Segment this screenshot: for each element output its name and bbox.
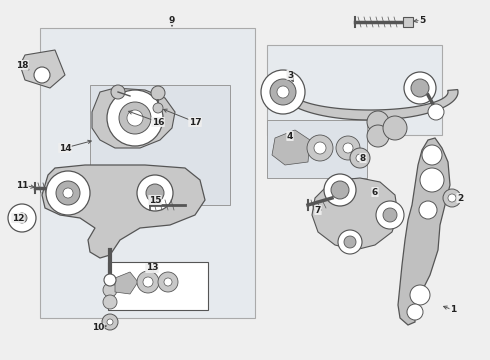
Circle shape bbox=[56, 181, 80, 205]
Polygon shape bbox=[398, 138, 450, 325]
Circle shape bbox=[428, 104, 444, 120]
Circle shape bbox=[324, 174, 356, 206]
Polygon shape bbox=[115, 272, 138, 294]
Circle shape bbox=[314, 142, 326, 154]
Circle shape bbox=[350, 148, 370, 168]
Text: 1: 1 bbox=[450, 306, 456, 315]
Circle shape bbox=[261, 70, 305, 114]
Text: 16: 16 bbox=[152, 117, 164, 126]
Text: 4: 4 bbox=[287, 131, 293, 140]
Polygon shape bbox=[312, 178, 398, 250]
Circle shape bbox=[344, 236, 356, 248]
Circle shape bbox=[46, 171, 90, 215]
Text: 7: 7 bbox=[315, 206, 321, 215]
Circle shape bbox=[407, 304, 423, 320]
Circle shape bbox=[8, 204, 36, 232]
Circle shape bbox=[420, 168, 444, 192]
Circle shape bbox=[34, 67, 50, 83]
Text: 12: 12 bbox=[12, 213, 24, 222]
Circle shape bbox=[383, 208, 397, 222]
Circle shape bbox=[367, 111, 389, 133]
Bar bbox=[267, 120, 367, 178]
Bar bbox=[40, 28, 255, 318]
Circle shape bbox=[107, 319, 113, 325]
Text: 18: 18 bbox=[16, 60, 28, 69]
Text: 9: 9 bbox=[169, 15, 175, 24]
Circle shape bbox=[367, 125, 389, 147]
Circle shape bbox=[151, 86, 165, 100]
Circle shape bbox=[356, 154, 364, 162]
Circle shape bbox=[143, 277, 153, 287]
Circle shape bbox=[443, 189, 461, 207]
Circle shape bbox=[102, 314, 118, 330]
Circle shape bbox=[111, 85, 125, 99]
Text: 11: 11 bbox=[16, 180, 28, 189]
Circle shape bbox=[107, 90, 163, 146]
Circle shape bbox=[63, 188, 73, 198]
Circle shape bbox=[376, 201, 404, 229]
Bar bbox=[108, 262, 208, 310]
Circle shape bbox=[104, 274, 116, 286]
Circle shape bbox=[137, 271, 159, 293]
Text: 14: 14 bbox=[59, 144, 72, 153]
Bar bbox=[90, 85, 230, 205]
Circle shape bbox=[419, 201, 437, 219]
Bar bbox=[68, 183, 78, 193]
Text: 2: 2 bbox=[457, 194, 463, 202]
Circle shape bbox=[158, 272, 178, 292]
Polygon shape bbox=[92, 88, 175, 148]
Circle shape bbox=[336, 136, 360, 160]
Circle shape bbox=[137, 175, 173, 211]
Circle shape bbox=[119, 102, 151, 134]
Circle shape bbox=[338, 230, 362, 254]
Circle shape bbox=[422, 145, 442, 165]
Circle shape bbox=[307, 135, 333, 161]
Circle shape bbox=[277, 86, 289, 98]
Polygon shape bbox=[272, 130, 310, 165]
Circle shape bbox=[270, 79, 296, 105]
Bar bbox=[267, 45, 442, 135]
Text: 17: 17 bbox=[189, 117, 201, 126]
Text: 8: 8 bbox=[360, 153, 366, 162]
Bar bbox=[403, 17, 413, 27]
Polygon shape bbox=[282, 90, 458, 120]
Polygon shape bbox=[42, 165, 205, 258]
Circle shape bbox=[410, 285, 430, 305]
Circle shape bbox=[127, 110, 143, 126]
Circle shape bbox=[164, 278, 172, 286]
Circle shape bbox=[146, 184, 164, 202]
Circle shape bbox=[404, 72, 436, 104]
Circle shape bbox=[383, 116, 407, 140]
Circle shape bbox=[343, 143, 353, 153]
Text: 13: 13 bbox=[146, 264, 158, 273]
Polygon shape bbox=[20, 50, 65, 88]
Text: 15: 15 bbox=[149, 195, 161, 204]
Text: 6: 6 bbox=[372, 188, 378, 197]
Circle shape bbox=[411, 79, 429, 97]
Circle shape bbox=[153, 103, 163, 113]
Text: 10: 10 bbox=[92, 324, 104, 333]
Circle shape bbox=[17, 213, 27, 223]
Circle shape bbox=[448, 194, 456, 202]
Circle shape bbox=[103, 283, 117, 297]
Circle shape bbox=[103, 295, 117, 309]
Circle shape bbox=[331, 181, 349, 199]
Text: 3: 3 bbox=[287, 71, 293, 80]
Text: 5: 5 bbox=[419, 15, 425, 24]
